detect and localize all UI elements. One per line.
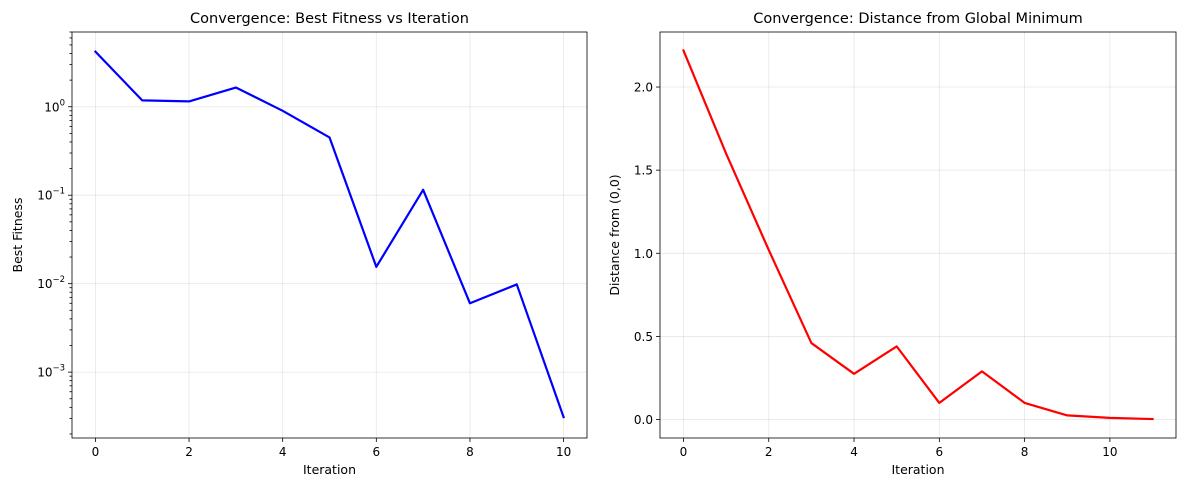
y-axis-label: Best Fitness — [10, 198, 25, 273]
y-tick-label: 10−1 — [37, 187, 65, 203]
chart-panel-1: 0 2 4 6 8 10 100 10−1 10−2 10−3 Convergence: Best … — [10, 11, 588, 477]
x-tick-label: 8 — [1021, 445, 1029, 459]
series-line-1 — [682, 49, 1154, 421]
x-tick-label: 10 — [556, 445, 571, 459]
chart-panel-2: 0 2 4 6 8 10 0.0 0.5 1.0 1.5 2.0 Convergence: Dista… — [607, 11, 1177, 477]
chart-title: Convergence: Distance from Global Minimu… — [753, 11, 1083, 27]
x-tick-label: 2 — [765, 445, 773, 459]
y-tick-label: 10−3 — [37, 364, 65, 380]
y-tick-label: 1.0 — [634, 247, 653, 261]
x-tick-label: 4 — [279, 445, 287, 459]
y-tick-label: 0.0 — [634, 413, 653, 427]
x-axis-label: Iteration — [303, 462, 356, 477]
y-tick-label: 1.5 — [634, 164, 653, 178]
y-tick-label: 0.5 — [634, 330, 653, 344]
y-axis-label: Distance from (0,0) — [607, 174, 622, 295]
chart-title: Convergence: Best Fitness vs Iteration — [190, 11, 469, 27]
x-tick-label: 0 — [680, 445, 688, 459]
y-tick-label: 100 — [44, 98, 65, 114]
x-tick-label: 8 — [466, 445, 474, 459]
x-tick-label: 4 — [850, 445, 858, 459]
y-tick-label: 2.0 — [634, 81, 653, 95]
x-tick-label: 0 — [92, 445, 100, 459]
x-axis-label: Iteration — [891, 462, 944, 477]
y-tick-label: 10−2 — [37, 275, 65, 291]
plot-frame — [659, 31, 1177, 439]
plot-frame — [71, 31, 588, 439]
x-tick-label: 6 — [372, 445, 380, 459]
x-tick-label: 2 — [185, 445, 193, 459]
series-line-1 — [93, 50, 565, 419]
x-tick-label: 6 — [936, 445, 944, 459]
x-tick-label: 10 — [1102, 445, 1117, 459]
